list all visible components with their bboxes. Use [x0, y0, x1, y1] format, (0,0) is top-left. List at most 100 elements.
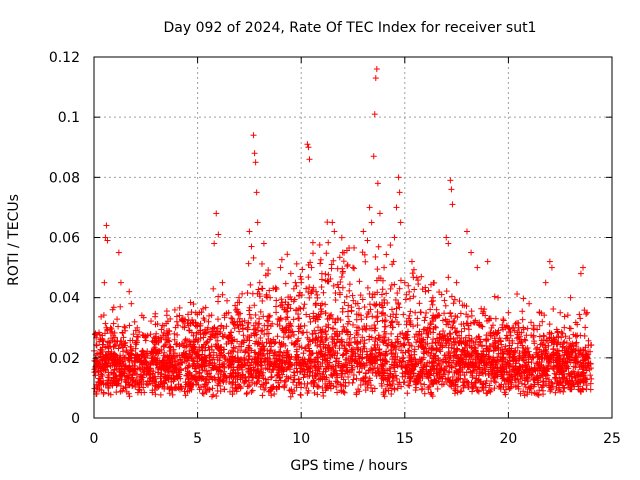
data-point	[519, 316, 526, 323]
y-tick-label: 0.12	[49, 50, 80, 66]
data-point	[115, 323, 122, 330]
data-point	[576, 311, 583, 318]
data-point	[393, 375, 400, 382]
data-point	[364, 237, 371, 244]
data-point	[259, 285, 266, 292]
data-point	[468, 308, 475, 315]
data-point	[163, 312, 170, 319]
data-point	[272, 303, 279, 310]
data-point	[323, 331, 330, 338]
data-point	[372, 302, 379, 309]
data-point	[346, 342, 353, 349]
data-point	[314, 391, 321, 398]
data-point	[284, 251, 291, 258]
data-point	[341, 343, 348, 350]
data-point	[374, 180, 381, 187]
y-tick-label: 0.02	[49, 351, 80, 367]
data-point	[448, 293, 455, 300]
data-point	[102, 320, 109, 327]
data-point	[184, 388, 191, 395]
data-point	[260, 313, 267, 320]
data-point	[492, 379, 499, 386]
data-point	[117, 279, 124, 286]
data-point	[115, 249, 122, 256]
data-point	[259, 381, 266, 388]
data-point	[190, 301, 197, 308]
data-point	[492, 315, 499, 322]
data-point	[388, 330, 395, 337]
data-point	[306, 294, 313, 301]
data-point	[489, 322, 496, 329]
x-tick-label: 25	[603, 431, 621, 447]
data-point	[330, 282, 337, 289]
data-point	[323, 250, 330, 257]
data-point	[495, 294, 502, 301]
data-point	[265, 267, 272, 274]
data-point	[528, 319, 535, 326]
data-point	[309, 330, 316, 337]
data-point	[382, 323, 389, 330]
data-point	[361, 374, 368, 381]
data-point	[339, 284, 346, 291]
data-point	[407, 295, 414, 302]
data-point	[173, 313, 180, 320]
data-point	[381, 264, 388, 271]
data-point	[407, 308, 414, 315]
data-point	[371, 365, 378, 372]
data-point	[325, 239, 332, 246]
data-point	[277, 264, 284, 271]
data-point	[305, 144, 312, 151]
data-point	[369, 313, 376, 320]
data-point	[332, 297, 339, 304]
data-point	[273, 309, 280, 316]
data-point	[370, 153, 377, 160]
data-point	[267, 343, 274, 350]
data-point	[411, 351, 418, 358]
data-point	[254, 219, 261, 226]
data-point	[423, 309, 430, 316]
data-point	[577, 270, 584, 277]
data-point	[372, 75, 379, 82]
data-point	[366, 204, 373, 211]
data-point	[355, 386, 362, 393]
data-point	[396, 285, 403, 292]
data-point	[185, 311, 192, 318]
data-point	[204, 339, 211, 346]
data-point	[362, 381, 369, 388]
data-point	[309, 239, 316, 246]
data-point	[247, 315, 254, 322]
data-point	[362, 258, 369, 265]
data-point	[448, 186, 455, 193]
chart-title: Day 092 of 2024, Rate Of TEC Index for r…	[164, 20, 537, 36]
data-point	[441, 297, 448, 304]
data-point	[410, 293, 417, 300]
data-point	[256, 279, 263, 286]
data-point	[299, 266, 306, 273]
data-point	[210, 325, 217, 332]
data-point	[233, 388, 240, 395]
data-point	[385, 375, 392, 382]
data-point	[385, 336, 392, 343]
data-point	[303, 329, 310, 336]
data-point	[158, 326, 165, 333]
data-point	[327, 347, 334, 354]
data-point	[353, 391, 360, 398]
data-point	[588, 375, 595, 382]
data-point	[131, 318, 138, 325]
data-point	[409, 270, 416, 277]
data-point	[346, 335, 353, 342]
data-point	[374, 318, 381, 325]
data-point	[457, 310, 464, 317]
data-point	[334, 265, 341, 272]
data-point	[246, 304, 253, 311]
data-point	[278, 296, 285, 303]
data-point	[345, 374, 352, 381]
y-tick-label: 0.08	[49, 170, 80, 186]
data-point	[263, 339, 270, 346]
data-point	[346, 281, 353, 288]
data-point	[291, 331, 298, 338]
data-point	[334, 333, 341, 340]
data-point	[543, 380, 550, 387]
data-point	[443, 234, 450, 241]
data-point	[101, 279, 108, 286]
